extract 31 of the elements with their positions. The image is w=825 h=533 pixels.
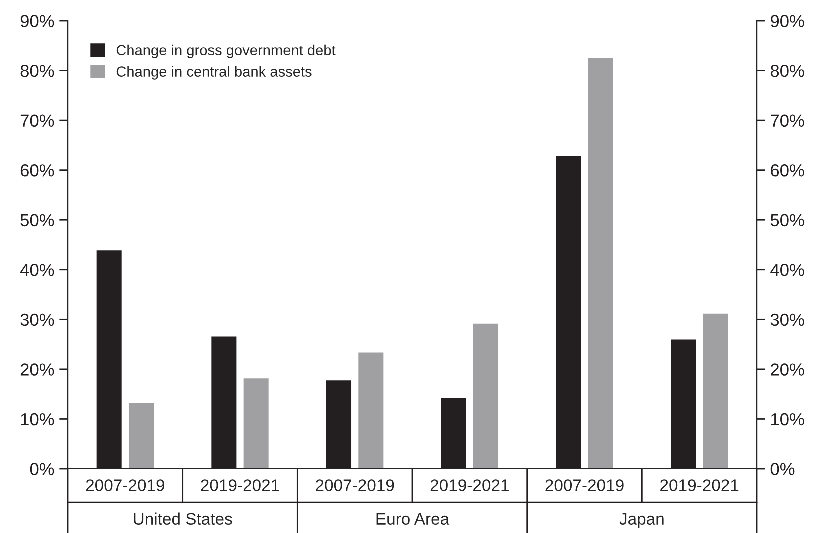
text: United States — [134, 512, 232, 525]
text: Euro Area — [376, 513, 450, 525]
y-tick-label: 20% — [20, 364, 54, 376]
y2-tick-label: 60% — [771, 164, 804, 177]
x-tick-label: 2007-2019 — [316, 480, 394, 492]
y2-tick-label: 70% — [771, 114, 804, 128]
x-tick-label: 2007-2019 — [86, 480, 164, 492]
y-tick-label: 30% — [20, 314, 54, 326]
x-tick-label: 2019-2021 — [201, 480, 280, 492]
y-tick-label: 70% — [20, 114, 54, 128]
y2-tick-label: 40% — [770, 264, 804, 276]
y-tick-label: 80% — [20, 64, 54, 78]
x-tick-label: 2019-2021 — [430, 480, 509, 492]
y-tick-label: 40% — [20, 264, 54, 276]
legend-label: Change in central bank assets — [116, 66, 312, 80]
y-tick-label: 10% — [21, 413, 54, 426]
y2-tick-label: 90% — [771, 15, 804, 28]
y2-tick-label: 10% — [772, 413, 804, 426]
y-tick-label: 60% — [20, 164, 54, 177]
x-tick-label: 2007-2019 — [546, 480, 624, 492]
y2-tick-label: 80% — [770, 64, 804, 78]
y-tick-label: 50% — [20, 214, 54, 227]
y2-tick-label: 0% — [770, 463, 795, 476]
y2-tick-label: 30% — [770, 314, 804, 326]
y-tick-label: 0% — [30, 463, 54, 476]
x-tick-label: 2019-2021 — [660, 480, 739, 492]
text: Japan — [620, 513, 664, 528]
y2-tick-label: 20% — [771, 364, 804, 376]
y-tick-label: 90% — [20, 15, 54, 28]
legend-label: Change in gross government debt — [116, 44, 336, 58]
y2-tick-label: 50% — [770, 214, 804, 227]
